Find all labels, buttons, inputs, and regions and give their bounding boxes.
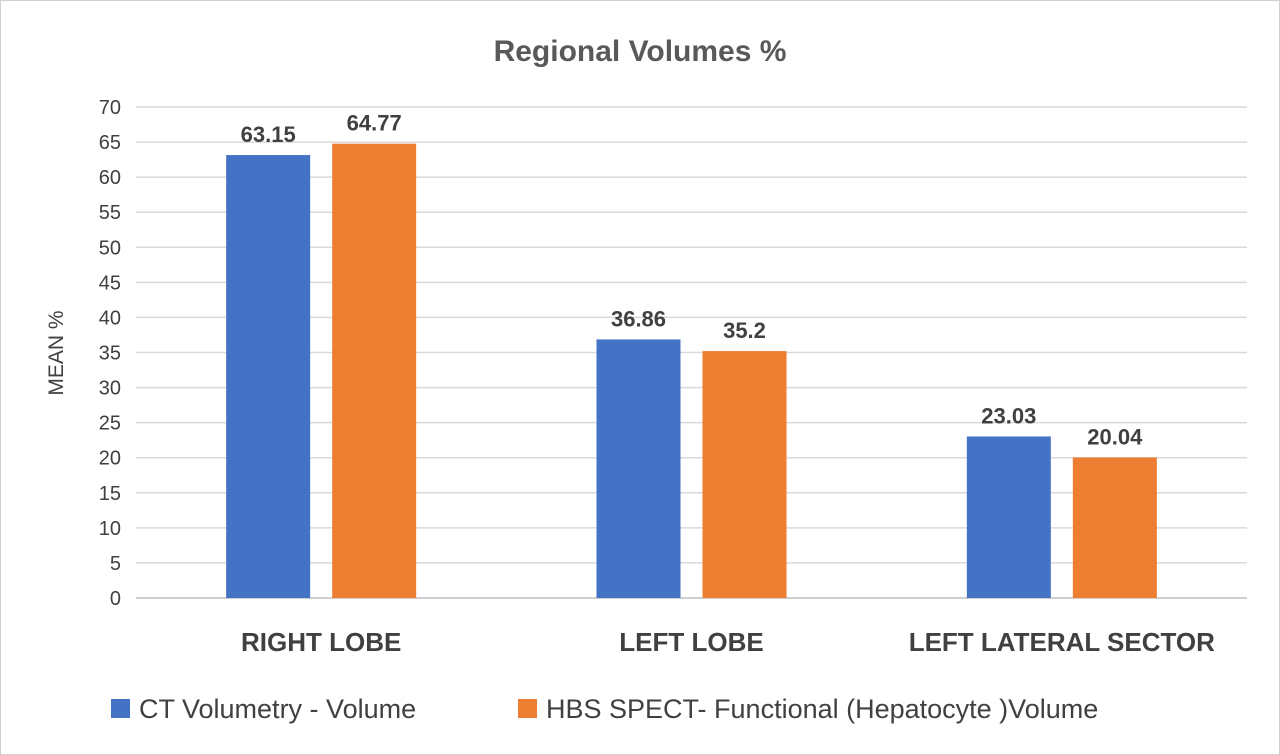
bar: [596, 339, 681, 598]
legend-label: CT Volumetry - Volume: [139, 694, 416, 724]
data-label: 35.2: [723, 318, 766, 343]
y-tick-label: 45: [99, 272, 121, 294]
y-tick-label: 0: [110, 588, 121, 610]
y-tick-label: 40: [99, 307, 121, 329]
y-tick-label: 15: [99, 483, 121, 505]
x-tick-label: LEFT LOBE: [619, 627, 763, 657]
y-tick-label: 25: [99, 413, 121, 435]
y-tick-label: 60: [99, 167, 121, 189]
data-label: 20.04: [1087, 424, 1143, 449]
legend-swatch: [518, 699, 537, 718]
data-label: 23.03: [981, 403, 1036, 428]
data-label: 63.15: [241, 122, 296, 147]
bar: [702, 351, 787, 598]
chart-title: Regional Volumes %: [494, 35, 787, 68]
gridlines: [136, 106, 1247, 599]
bar: [1072, 457, 1157, 598]
x-tick-label: LEFT LATERAL SECTOR: [909, 627, 1215, 657]
data-label: 36.86: [611, 306, 666, 331]
y-tick-label: 35: [99, 343, 121, 365]
y-tick-label: 50: [99, 237, 121, 259]
data-label: 64.77: [347, 111, 402, 136]
legend: CT Volumetry - Volume HBS SPECT- Function…: [111, 694, 1098, 724]
bar: [332, 143, 417, 599]
x-axis-ticks: RIGHT LOBE LEFT LOBE LEFT LATERAL SECTOR: [241, 627, 1215, 657]
y-axis-ticks: 0 5 10 15 20 25 30 35 40 45 50 55 60 65 70: [99, 97, 121, 610]
legend-label: HBS SPECT- Functional (Hepatocyte )Volum…: [546, 694, 1098, 724]
y-tick-label: 55: [99, 202, 121, 224]
bars: [226, 143, 1157, 599]
y-tick-label: 20: [99, 448, 121, 470]
y-tick-label: 70: [99, 97, 121, 119]
y-tick-label: 5: [110, 553, 121, 575]
bar: [966, 436, 1051, 598]
y-tick-label: 10: [99, 518, 121, 540]
data-labels: 63.15 64.77 36.86 35.2 23.03 20.04: [241, 111, 1143, 450]
y-tick-label: 65: [99, 132, 121, 154]
y-tick-label: 30: [99, 378, 121, 400]
legend-swatch: [111, 699, 130, 718]
x-tick-label: RIGHT LOBE: [241, 627, 401, 657]
bar: [226, 155, 311, 598]
y-axis-label: MEAN %: [45, 310, 68, 395]
